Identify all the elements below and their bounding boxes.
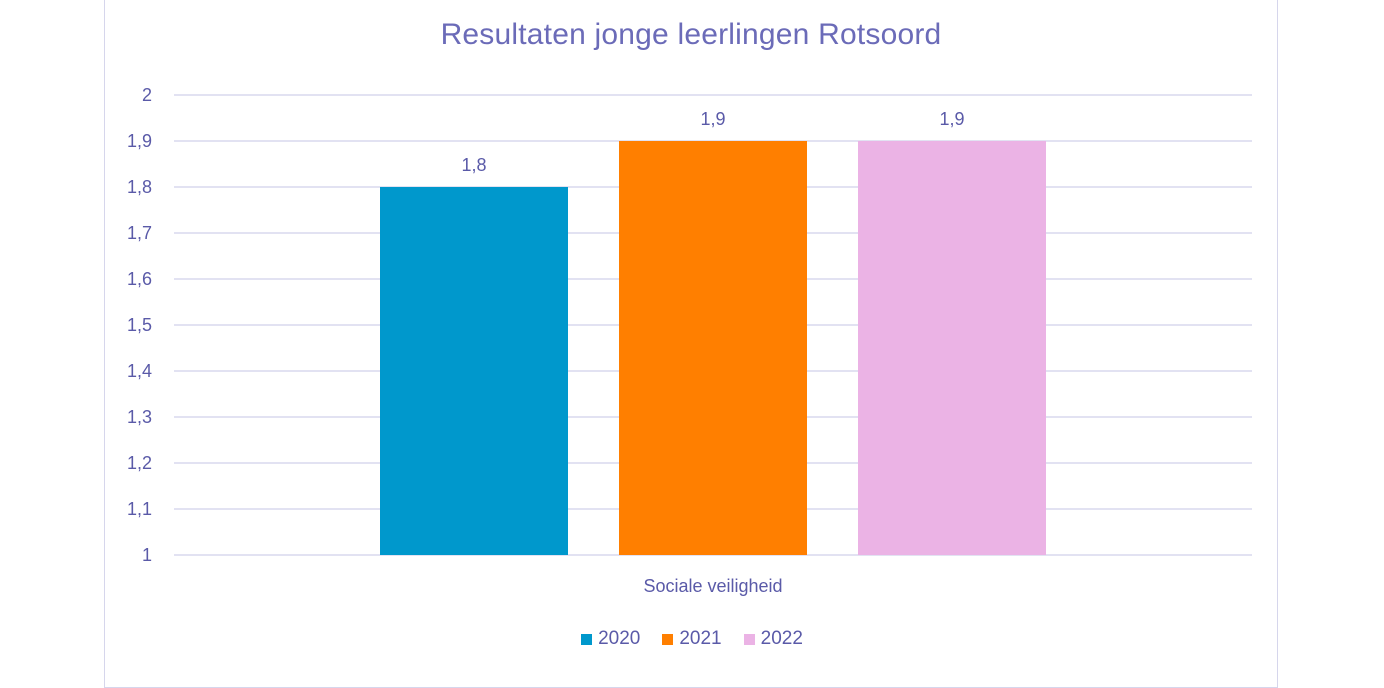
y-tick-label: 1,6 bbox=[127, 269, 152, 289]
x-category-label: Sociale veiligheid bbox=[643, 576, 782, 596]
y-tick-label: 1,8 bbox=[127, 177, 152, 197]
legend-swatch bbox=[581, 633, 593, 645]
y-tick-label: 1 bbox=[142, 545, 152, 565]
bar-2022 bbox=[858, 141, 1046, 555]
y-tick-label: 1,1 bbox=[127, 499, 152, 519]
bar-2021 bbox=[619, 141, 807, 555]
y-tick-label: 1,2 bbox=[127, 453, 152, 473]
legend-item-2021: 2021 bbox=[662, 628, 722, 650]
legend-item-2022: 2022 bbox=[743, 628, 803, 650]
legend-item-2020: 2020 bbox=[581, 628, 640, 650]
bar-2020 bbox=[380, 187, 568, 555]
legend-swatch bbox=[743, 633, 755, 645]
chart-legend: 2020 2021 2022 bbox=[0, 628, 1384, 650]
data-label-2021: 1,9 bbox=[700, 109, 725, 129]
y-tick-label: 1,7 bbox=[127, 223, 152, 243]
legend-label: 2022 bbox=[760, 628, 803, 649]
chart-title: Resultaten jonge leerlingen Rotsoord bbox=[440, 18, 942, 51]
y-tick-label: 1,5 bbox=[127, 315, 152, 335]
y-tick-label: 1,9 bbox=[127, 131, 152, 151]
legend-label: 2021 bbox=[679, 628, 722, 649]
y-tick-label: 1,4 bbox=[127, 361, 152, 381]
data-label-2020: 1,8 bbox=[461, 155, 486, 175]
y-tick-label: 1,3 bbox=[127, 407, 152, 427]
legend-swatch bbox=[662, 633, 674, 645]
legend-label: 2020 bbox=[598, 628, 641, 649]
data-label-2022: 1,9 bbox=[939, 109, 964, 129]
y-tick-label: 2 bbox=[142, 85, 152, 105]
